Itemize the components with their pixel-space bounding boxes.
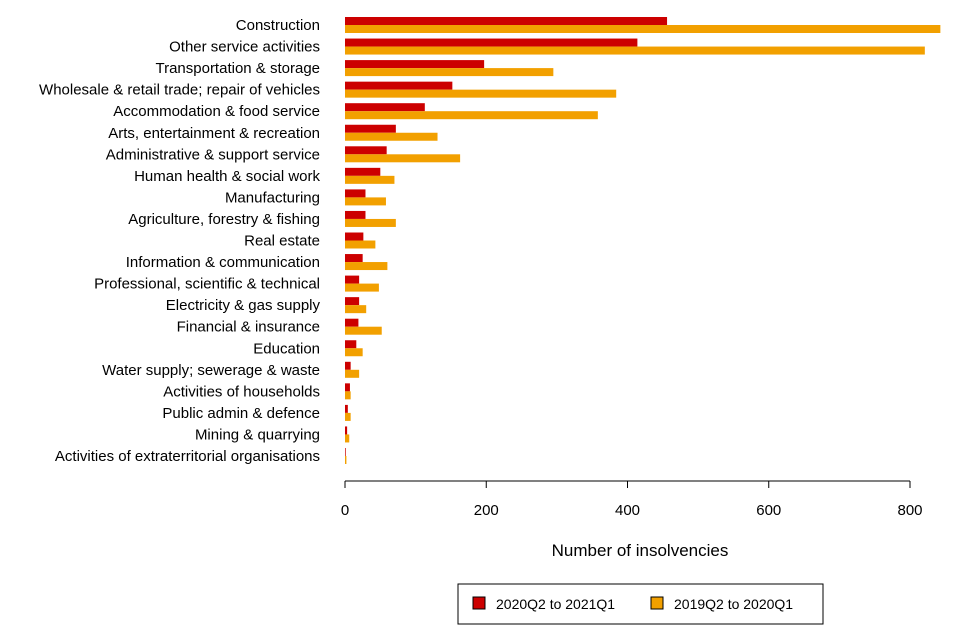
bar-series-2: [345, 283, 379, 292]
legend-swatch-series-1: [472, 596, 486, 610]
bar-series-1: [345, 361, 351, 370]
legend-label-series-2: 2019Q2 to 2020Q1: [674, 596, 793, 612]
category-label: Education: [253, 340, 320, 357]
category-label: Professional, scientific & technical: [94, 276, 320, 293]
category-label: Other service activities: [169, 39, 320, 56]
x-axis: 0 200 400 600 800: [341, 480, 923, 519]
x-tick-label: 800: [897, 502, 922, 519]
bar-series-1: [345, 448, 346, 456]
category-label: Real estate: [244, 233, 320, 250]
bar-series-1: [345, 210, 366, 219]
x-tick-label: 600: [756, 502, 781, 519]
bar-series-1: [345, 189, 366, 198]
bar-series-2: [345, 25, 941, 33]
bar-series-1: [345, 60, 485, 69]
bar-series-1: [345, 103, 425, 112]
x-axis-title: Number of insolvencies: [552, 541, 729, 560]
x-tick-label: 0: [341, 502, 349, 519]
bar-series-1: [345, 38, 638, 47]
bar-series-1: [345, 81, 453, 90]
category-label: Arts, entertainment & recreation: [108, 125, 320, 142]
bars-group: [345, 17, 941, 464]
category-label: Information & communication: [126, 254, 320, 271]
bar-series-2: [345, 240, 376, 249]
bar-series-2: [345, 369, 360, 378]
legend-box: [457, 583, 824, 625]
bar-series-2: [345, 456, 347, 464]
category-label: Activities of extraterritorial organisat…: [55, 448, 320, 465]
bar-series-1: [345, 340, 357, 349]
category-label: Agriculture, forestry & fishing: [128, 211, 320, 228]
category-labels: Construction Other service activities Tran…: [39, 17, 320, 465]
bar-series-2: [345, 46, 925, 55]
category-label: Public admin & defence: [162, 405, 320, 422]
category-label: Electricity & gas supply: [166, 297, 321, 314]
bar-series-2: [345, 348, 363, 357]
bar-series-2: [345, 89, 617, 98]
bar-series-2: [345, 154, 461, 163]
bar-series-2: [345, 326, 382, 335]
bar-series-2: [345, 197, 386, 206]
legend: 2020Q2 to 2021Q1 2019Q2 to 2020Q1: [457, 583, 824, 625]
bar-series-1: [345, 404, 348, 413]
bar-series-1: [345, 146, 387, 155]
category-label: Water supply; sewerage & waste: [102, 362, 320, 379]
bar-series-2: [345, 218, 396, 227]
bar-series-2: [345, 434, 350, 443]
category-label: Human health & social work: [134, 168, 320, 185]
bar-series-2: [345, 305, 367, 314]
bar-series-1: [345, 232, 364, 241]
bar-series-2: [345, 111, 598, 120]
bar-series-1: [345, 124, 396, 133]
x-tick-label: 400: [615, 502, 640, 519]
category-label: Construction: [236, 17, 320, 34]
bar-series-2: [345, 391, 351, 400]
legend-label-series-1: 2020Q2 to 2021Q1: [496, 596, 615, 612]
category-label: Wholesale & retail trade; repair of vehi…: [39, 82, 320, 99]
bar-series-1: [345, 318, 359, 327]
category-label: Accommodation & food service: [113, 103, 320, 120]
bar-series-2: [345, 68, 554, 77]
category-label: Mining & quarrying: [195, 426, 320, 443]
bar-series-1: [345, 426, 348, 435]
x-tick-label: 200: [474, 502, 499, 519]
bar-series-2: [345, 132, 438, 141]
legend-swatch-series-2: [650, 596, 664, 610]
category-label: Administrative & support service: [106, 146, 320, 163]
category-label: Manufacturing: [225, 189, 320, 206]
category-label: Activities of households: [163, 383, 320, 400]
bar-series-1: [345, 254, 363, 263]
bar-series-1: [345, 17, 668, 25]
bar-series-1: [345, 275, 360, 284]
bar-series-2: [345, 175, 395, 184]
bar-series-1: [345, 383, 350, 392]
bar-series-1: [345, 167, 381, 176]
category-label: Transportation & storage: [155, 60, 320, 77]
bar-series-1: [345, 297, 360, 306]
category-label: Financial & insurance: [177, 319, 320, 336]
bar-series-2: [345, 412, 351, 421]
bar-series-2: [345, 262, 388, 271]
